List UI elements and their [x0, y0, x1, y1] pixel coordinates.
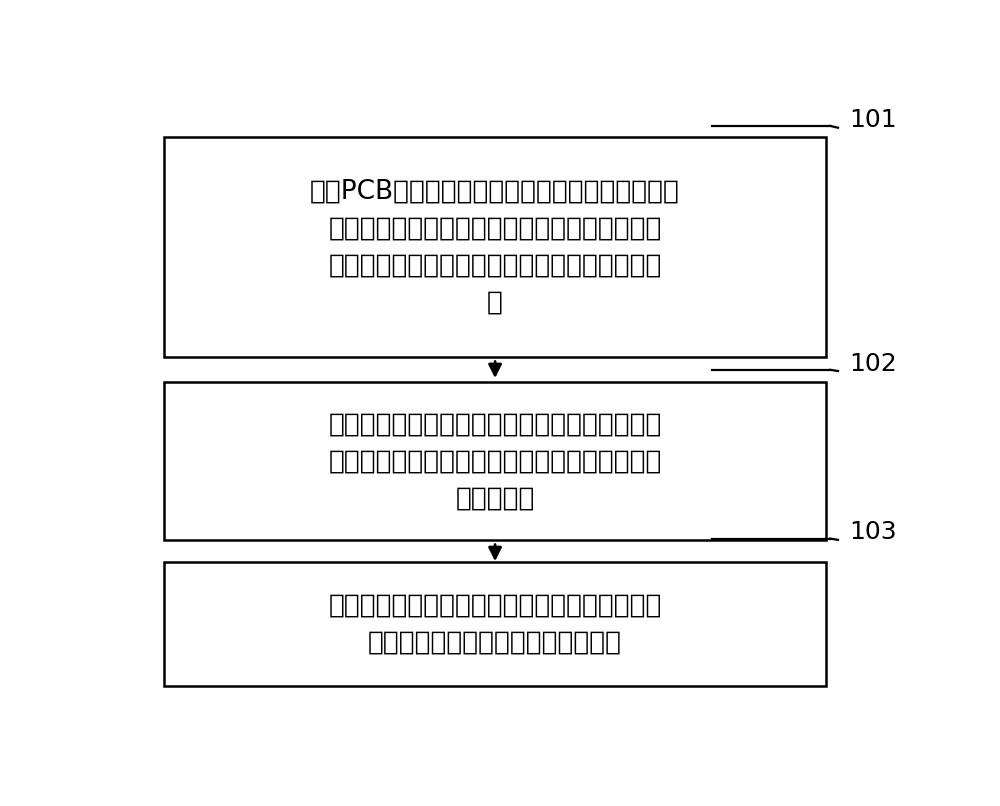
FancyBboxPatch shape	[164, 382, 826, 541]
Text: 101: 101	[849, 108, 897, 132]
FancyBboxPatch shape	[164, 137, 826, 357]
Text: 对于PCB上一个由传输线宽部分和传输线窄部分构
成的传输线，根据传输线相应的阻抗标准，确定
传输线所在层和第一参考层之间第一绝缘层的厚
度: 对于PCB上一个由传输线宽部分和传输线窄部分构 成的传输线，根据传输线相应的阻抗…	[310, 179, 680, 316]
Text: 102: 102	[849, 351, 897, 376]
Text: 将传输线宽部分在第一参考层上的垂直投影对应
的第一参考层的部分设置为挖空区域: 将传输线宽部分在第一参考层上的垂直投影对应 的第一参考层的部分设置为挖空区域	[328, 592, 662, 656]
Text: 根据阻抗标准、阻抗偏差标准、和第一绝缘层的
厚度，确定第一参考层和第二参考层之间第二绝
缘层的厚度: 根据阻抗标准、阻抗偏差标准、和第一绝缘层的 厚度，确定第一参考层和第二参考层之间…	[328, 411, 662, 511]
FancyBboxPatch shape	[164, 563, 826, 687]
Text: 103: 103	[849, 521, 897, 544]
